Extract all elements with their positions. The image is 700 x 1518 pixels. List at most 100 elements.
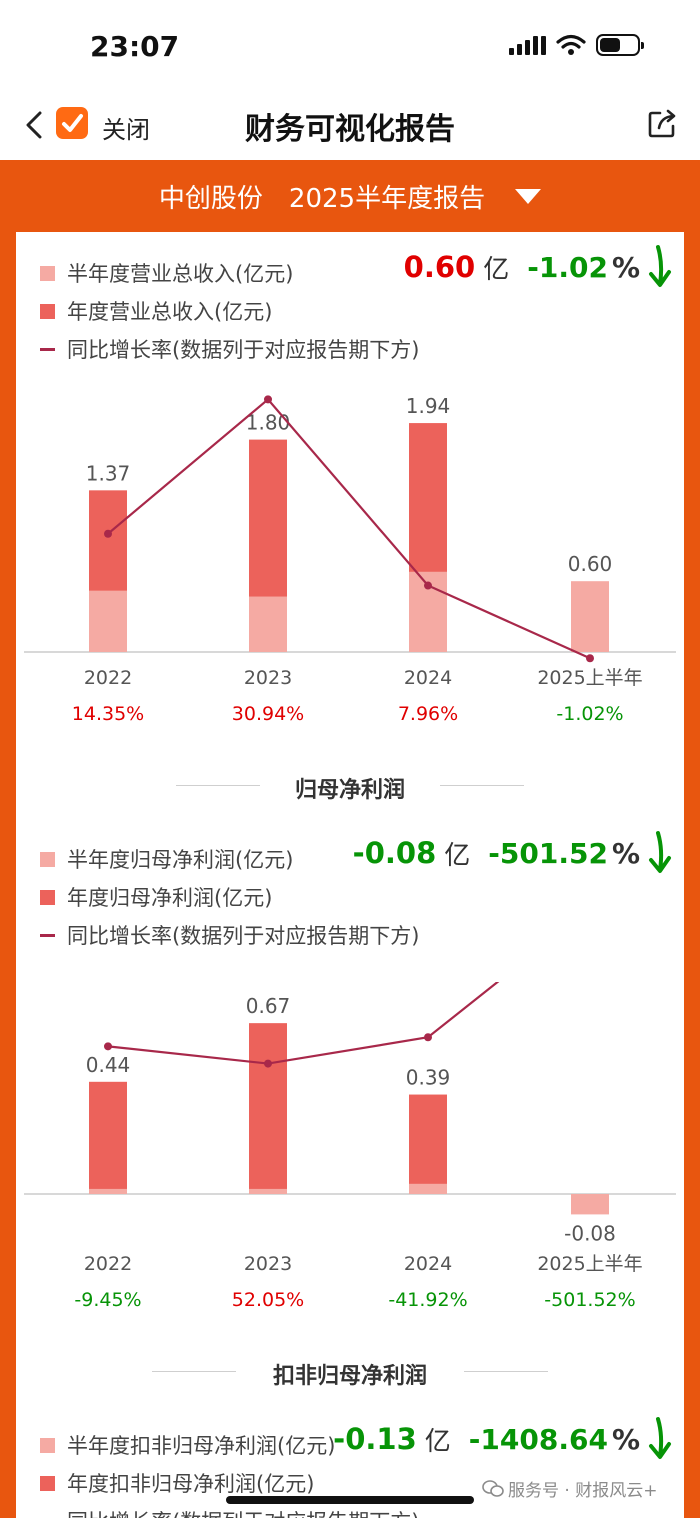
legend-swatch-line <box>40 933 55 937</box>
legend-swatch-line <box>40 347 55 351</box>
legend-swatch-light <box>40 1437 55 1453</box>
growth-line <box>107 982 500 1065</box>
battery-icon <box>596 34 644 56</box>
down-arrow-icon <box>649 831 671 873</box>
kpi-unit: 亿 <box>483 254 510 285</box>
half-year-bar <box>571 1194 609 1215</box>
legend-label: 半年度扣非归母净利润(亿元) <box>67 1434 336 1458</box>
data-value-label: 0.67 <box>246 994 291 1018</box>
legend-annual[interactable]: 年度归母净利润(亿元) <box>40 878 419 916</box>
legend-swatch-dark <box>40 303 55 319</box>
app-logo-icon <box>56 107 88 139</box>
legend-label: 半年度营业总收入(亿元) <box>67 262 294 286</box>
kpi-value: -0.13 <box>333 1422 417 1456</box>
category-label: 2023 <box>244 1253 292 1275</box>
half-year-bar <box>571 581 609 652</box>
legend-label: 同比增长率(数据列于对应报告期下方) <box>67 1506 419 1518</box>
category-label: 2022 <box>84 1253 132 1275</box>
revenue-kpi: 0.60 亿 -1.02 % <box>404 244 674 290</box>
category-label: 2024 <box>404 1253 452 1275</box>
legend-growth[interactable]: 同比增长率(数据列于对应报告期下方) <box>40 330 419 368</box>
revenue-legend: 半年度营业总收入(亿元) 年度营业总收入(亿元) 同比增长率(数据列于对应报告期… <box>40 254 419 368</box>
section-divider-right <box>464 1371 548 1372</box>
half-year-bar <box>249 596 287 652</box>
down-arrow-icon <box>649 1417 671 1459</box>
data-value-label: 0.39 <box>406 1066 451 1090</box>
report-period-selector[interactable]: 中创股份 2025半年度报告 <box>0 160 700 232</box>
annual-bar <box>409 1094 447 1194</box>
home-indicator <box>226 1496 474 1504</box>
legend-label: 年度扣非归母净利润(亿元) <box>67 1472 315 1496</box>
watermark: 服务号 · 财报风云+ <box>482 1476 657 1501</box>
status-icons <box>509 34 644 56</box>
half-year-bar <box>249 1188 287 1194</box>
legend-swatch-dark <box>40 889 55 905</box>
share-icon[interactable] <box>646 108 678 140</box>
kpi-percent: -501.52 <box>488 836 608 870</box>
back-chevron-icon[interactable] <box>22 110 48 140</box>
legend-label: 年度归母净利润(亿元) <box>67 886 273 910</box>
revenue-chart: 1.37 2022 14.35% 1.80 2023 30.94% 1.94 2024 7.96… <box>24 394 676 725</box>
down-arrow-icon <box>649 245 671 287</box>
data-value-label: 1.80 <box>246 411 291 435</box>
legend-annual[interactable]: 年度营业总收入(亿元) <box>40 292 419 330</box>
net-profit-kpi: -0.08 亿 -501.52 % <box>353 830 674 876</box>
data-value-label: 0.44 <box>86 1053 131 1077</box>
legend-label: 年度营业总收入(亿元) <box>67 300 273 324</box>
legend-swatch-light <box>40 265 55 281</box>
growth-label: -9.45% <box>74 1289 141 1311</box>
category-label: 2022 <box>84 667 132 689</box>
status-time: 23:07 <box>90 30 180 63</box>
growth-label: -1.02% <box>556 703 623 725</box>
growth-point <box>424 581 432 590</box>
category-label: 2025上半年 <box>537 1253 642 1275</box>
data-value-label: 0.60 <box>568 552 613 576</box>
annual-bar <box>89 1081 127 1194</box>
category-label: 2024 <box>404 667 452 689</box>
section-divider-left <box>152 1371 236 1372</box>
deducted-profit-kpi: -0.13 亿 -1408.64 % <box>333 1416 674 1462</box>
deducted-profit-title: 扣非归母净利润 <box>272 1364 427 1389</box>
legend-label: 同比增长率(数据列于对应报告期下方) <box>67 924 420 948</box>
section-divider-right <box>440 785 524 786</box>
data-value-label: 1.94 <box>406 394 451 418</box>
annual-bar <box>249 1023 287 1194</box>
company-name: 中创股份 <box>158 183 263 214</box>
half-year-bar <box>89 590 127 652</box>
growth-point <box>264 395 272 404</box>
half-year-bar <box>409 1183 447 1194</box>
legend-half-year[interactable]: 半年度营业总收入(亿元) <box>40 254 419 292</box>
half-year-bar <box>89 1188 127 1194</box>
legend-label: 半年度归母净利润(亿元) <box>67 848 294 872</box>
net-profit-title: 归母净利润 <box>294 778 405 803</box>
kpi-percent: -1.02 <box>527 250 608 284</box>
net-profit-legend: 半年度归母净利润(亿元) 年度归母净利润(亿元) 同比增长率(数据列于对应报告期… <box>40 840 419 954</box>
kpi-unit: 亿 <box>424 1426 451 1457</box>
data-value-label: 1.37 <box>86 461 131 485</box>
kpi-percent-unit: % <box>611 836 640 870</box>
data-value-label: -0.08 <box>564 1221 616 1245</box>
legend-annual[interactable]: 年度扣非归母净利润(亿元) <box>40 1464 419 1502</box>
deducted-profit-legend: 半年度扣非归母净利润(亿元) 年度扣非归母净利润(亿元) 同比增长率(数据列于对… <box>40 1426 419 1518</box>
growth-label: 14.35% <box>72 703 144 725</box>
legend-half-year[interactable]: 半年度归母净利润(亿元) <box>40 840 419 878</box>
growth-label: -501.52% <box>544 1289 635 1311</box>
legend-label: 同比增长率(数据列于对应报告期下方) <box>67 338 420 362</box>
growth-label: -41.92% <box>388 1289 467 1311</box>
legend-swatch-light <box>40 851 55 867</box>
legend-half-year[interactable]: 半年度扣非归母净利润(亿元) <box>40 1426 419 1464</box>
legend-growth[interactable]: 同比增长率(数据列于对应报告期下方) <box>40 916 419 954</box>
close-button[interactable]: 关闭 <box>102 116 150 144</box>
kpi-percent: -1408.64 <box>468 1422 608 1456</box>
wifi-icon <box>556 34 586 55</box>
kpi-unit: 亿 <box>444 840 471 871</box>
legend-growth[interactable]: 同比增长率(数据列于对应报告期下方) <box>40 1502 419 1518</box>
growth-point <box>264 1059 272 1068</box>
growth-point <box>586 654 594 663</box>
category-label: 2025上半年 <box>537 667 642 689</box>
category-label: 2023 <box>244 667 292 689</box>
growth-point <box>104 529 112 538</box>
caret-down-icon <box>515 188 542 204</box>
cellular-signal-icon <box>509 35 546 55</box>
kpi-percent-unit: % <box>611 250 640 284</box>
